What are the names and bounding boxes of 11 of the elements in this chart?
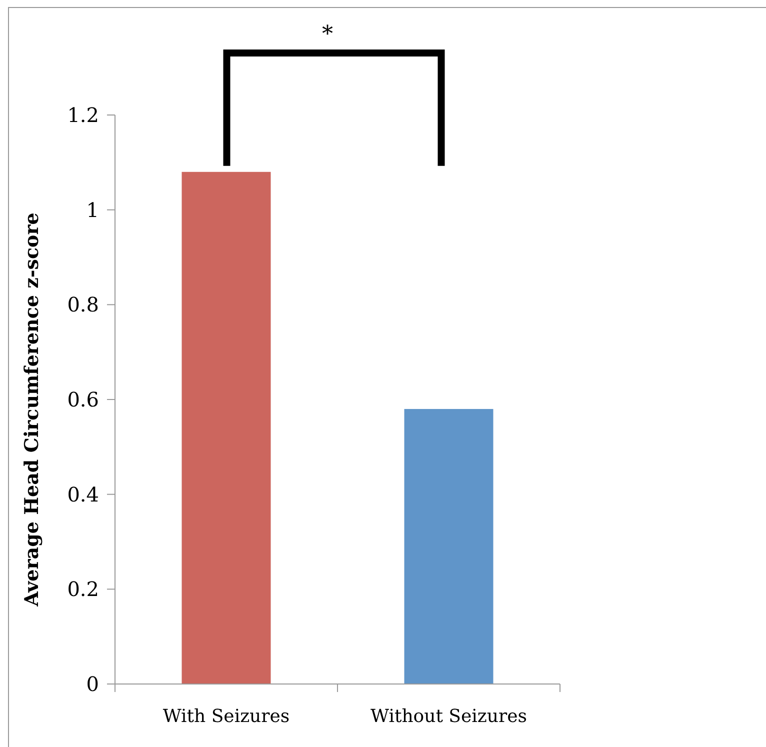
y-tick-label: 0	[86, 672, 99, 696]
x-tick-label: Without Seizures	[370, 706, 527, 727]
y-tick-label: 0.4	[67, 482, 99, 506]
y-axis-title: Average Head Circumference z-score	[21, 212, 43, 608]
y-tick-label: 1	[86, 198, 99, 222]
y-tick-label: 0.6	[67, 388, 99, 412]
x-tick-label: With Seizures	[162, 706, 290, 727]
y-tick-label: 0.2	[67, 577, 99, 602]
text: *	[322, 22, 333, 47]
y-tick-label: 0.8	[67, 292, 99, 317]
y-tick-label: 1.2	[67, 103, 99, 127]
